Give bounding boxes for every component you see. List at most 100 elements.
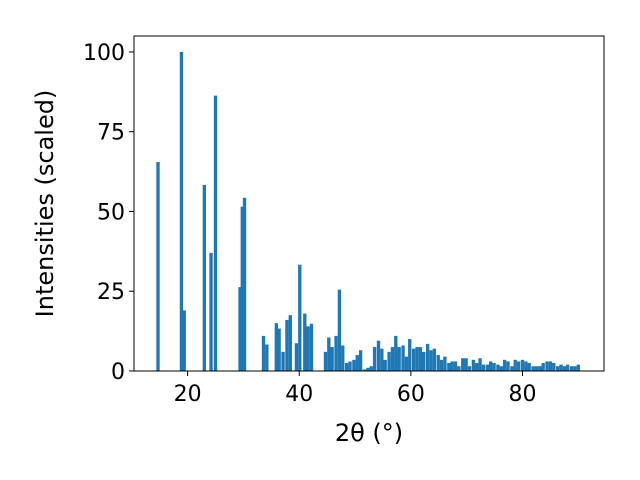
bar (531, 366, 535, 371)
bar (545, 361, 549, 371)
bar (478, 358, 482, 371)
bar (387, 351, 391, 371)
bar (559, 364, 563, 371)
bar (337, 289, 342, 371)
x-tick-label: 40 (285, 382, 313, 407)
bar (447, 363, 451, 371)
bar (485, 364, 490, 371)
bar (471, 359, 476, 371)
bar (242, 197, 247, 371)
bar (352, 359, 356, 371)
bar (489, 361, 493, 371)
bar (573, 366, 577, 371)
bar (524, 361, 528, 371)
bar (238, 287, 242, 371)
bar (376, 340, 381, 371)
bar (415, 347, 419, 371)
y-tick-label: 25 (97, 280, 125, 305)
bar (538, 366, 542, 371)
y-axis-label: Intensities (scaled) (31, 90, 59, 318)
bar (467, 366, 472, 371)
plot-frame (133, 35, 605, 372)
bar (541, 363, 545, 371)
bar (499, 366, 503, 371)
bar (404, 356, 409, 371)
bar (265, 344, 269, 371)
bar (277, 328, 281, 371)
bar (457, 366, 461, 371)
bar (506, 361, 510, 371)
bar (464, 358, 468, 371)
y-tick-label: 50 (97, 200, 125, 225)
bar (306, 326, 310, 371)
bar (156, 162, 160, 371)
bar (401, 345, 405, 371)
bar (213, 95, 218, 371)
bar (453, 361, 458, 371)
bar (556, 366, 560, 371)
bar (496, 364, 500, 371)
x-axis-label: 2θ (°) (335, 419, 403, 447)
bar (566, 364, 570, 371)
bar (450, 361, 454, 371)
bar (411, 348, 416, 371)
bar (380, 348, 384, 371)
bar (334, 335, 338, 371)
bar (502, 359, 507, 371)
bar (408, 339, 412, 371)
bar (298, 264, 302, 371)
bar (303, 313, 307, 371)
bar (461, 358, 465, 371)
bar (330, 347, 334, 371)
bar (443, 356, 447, 371)
bar (372, 347, 377, 371)
bar (345, 363, 349, 371)
bar (281, 351, 285, 371)
y-tick-label: 0 (111, 360, 125, 385)
bar (309, 323, 314, 371)
bar (436, 355, 440, 371)
bar (527, 363, 531, 371)
bar (510, 366, 514, 371)
bar (534, 366, 539, 371)
bar (182, 310, 186, 371)
bar (383, 359, 387, 371)
bar (548, 361, 553, 371)
bar (366, 367, 370, 371)
y-tick-label: 75 (97, 121, 125, 146)
x-axis-ticks: 20 40 60 80 (174, 371, 537, 407)
bar (576, 364, 580, 371)
x-tick-label: 60 (397, 382, 425, 407)
bar (390, 347, 395, 371)
bar (481, 364, 486, 371)
bar (202, 185, 207, 371)
bar (432, 348, 436, 371)
bar (261, 335, 266, 371)
bar (569, 366, 574, 371)
bar (369, 366, 373, 371)
bar (552, 363, 556, 371)
bar (425, 343, 430, 371)
bar (397, 347, 401, 371)
bar (422, 351, 426, 371)
bar (475, 363, 479, 371)
bar (362, 369, 367, 371)
bar (323, 351, 328, 371)
bar (439, 359, 444, 371)
bar (288, 315, 292, 371)
bar (327, 337, 331, 371)
bar (240, 206, 244, 371)
bar (429, 350, 433, 371)
bar (418, 347, 423, 371)
bar (562, 366, 567, 371)
bar (394, 335, 398, 371)
bar (520, 359, 525, 371)
bar (209, 252, 213, 371)
y-tick-label: 100 (83, 41, 125, 66)
bar (348, 361, 352, 371)
bar (492, 363, 496, 371)
bar (179, 51, 184, 371)
bar (274, 323, 279, 371)
